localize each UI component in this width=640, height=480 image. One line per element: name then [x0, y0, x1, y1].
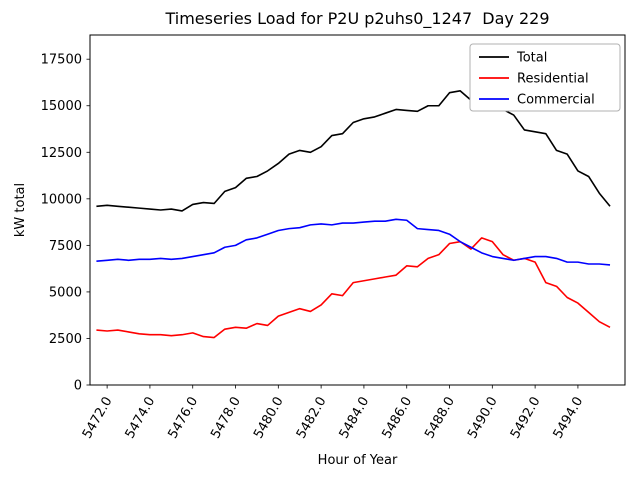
x-tick-label: 5482.0: [294, 395, 330, 442]
series-commercial-line: [96, 218, 611, 266]
y-axis-label: kW total: [13, 183, 28, 237]
y-tick-label: 15000: [41, 99, 82, 114]
legend-label-commercial: Commercial: [517, 93, 595, 108]
legend-label-residential: Residential: [517, 72, 589, 87]
x-tick-label: 5490.0: [465, 395, 501, 442]
x-axis-label: Hour of Year: [318, 453, 398, 468]
x-tick-label: 5476.0: [165, 395, 201, 442]
legend-label-total: Total: [516, 51, 547, 66]
y-tick-label: 5000: [49, 285, 82, 300]
y-tick-label: 2500: [49, 332, 82, 347]
chart-title: Timeseries Load for P2U p2uhs0_1247 Day …: [164, 9, 549, 29]
x-tick-label: 5472.0: [80, 395, 116, 442]
x-tick-label: 5488.0: [422, 395, 458, 442]
x-tick-label: 5494.0: [551, 395, 587, 442]
x-tick-label: 5486.0: [379, 395, 415, 442]
x-tick-label: 5474.0: [123, 395, 159, 442]
series-total-line: [96, 90, 611, 212]
x-tick-label: 5480.0: [251, 395, 287, 442]
axes-frame: [89, 34, 626, 386]
x-tick-label: 5492.0: [508, 395, 544, 442]
y-tick-label: 0: [74, 379, 82, 394]
legend-box: [469, 43, 621, 112]
x-tick-label: 5478.0: [208, 395, 244, 442]
y-tick-label: 10000: [41, 192, 82, 207]
y-tick-label: 17500: [41, 53, 82, 68]
x-tick-label: 5484.0: [337, 395, 373, 442]
y-tick-label: 7500: [49, 239, 82, 254]
y-tick-label: 12500: [41, 146, 82, 161]
